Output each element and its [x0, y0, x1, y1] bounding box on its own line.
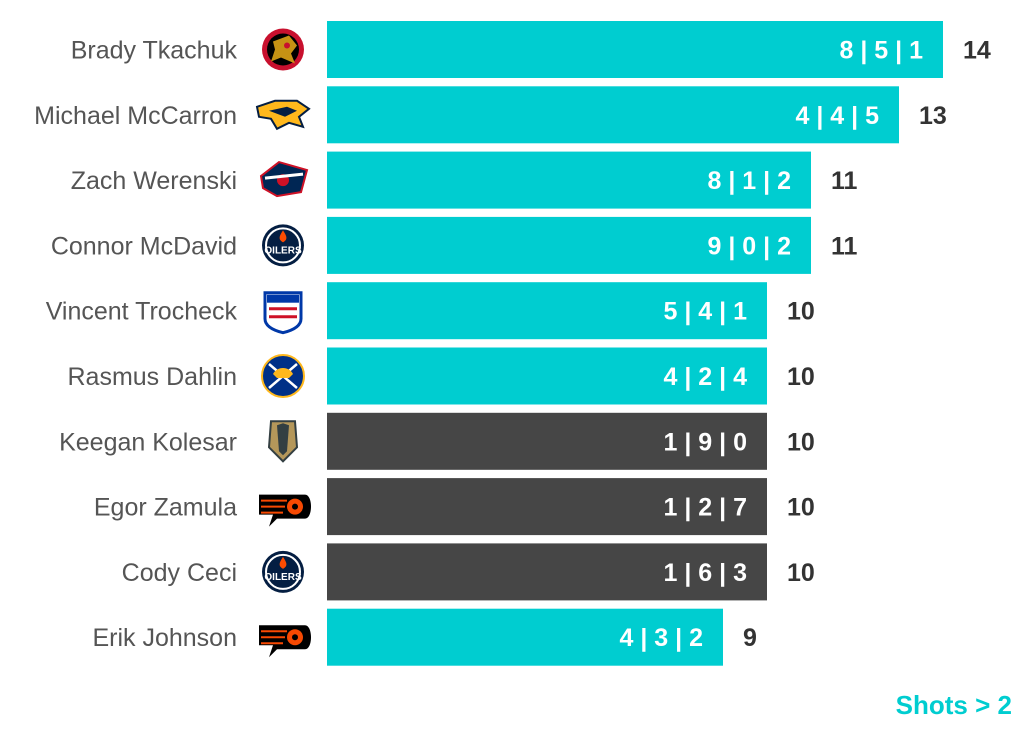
bar-value-label: 11 [831, 167, 858, 195]
bar-value-label: 11 [831, 232, 858, 260]
oilers-logo-icon [261, 549, 305, 594]
category-label: Egor Zamula [94, 494, 237, 522]
predators-logo-icon [256, 99, 310, 130]
bar-breakdown-label: 5 | 4 | 1 [664, 298, 748, 326]
category-label: Connor McDavid [51, 232, 237, 260]
bar-row: Egor Zamula 1 | 2 | 7 10 [94, 478, 815, 536]
blue-jackets-logo-icon [259, 160, 309, 198]
bar [327, 151, 811, 209]
bar-row: Zach Werenski 8 | 1 | 2 11 [71, 151, 858, 209]
sabres-logo-icon [260, 353, 306, 399]
bar [327, 412, 767, 470]
bar-row: Rasmus Dahlin 4 | 2 | 4 10 [67, 347, 815, 405]
bar-breakdown-label: 8 | 1 | 2 [708, 167, 791, 195]
bar-row: Brady Tkachuk 8 | 5 | 1 14 [71, 21, 991, 78]
bar-value-label: 10 [787, 363, 815, 391]
bar-value-label: 10 [787, 298, 815, 326]
bar-value-label: 10 [787, 428, 815, 456]
bar [327, 282, 767, 340]
bar-breakdown-label: 1 | 9 | 0 [664, 428, 747, 456]
bar [327, 543, 767, 601]
category-label: Brady Tkachuk [71, 37, 238, 65]
rangers-logo-icon [263, 291, 303, 335]
bar-breakdown-label: 9 | 0 | 2 [708, 232, 791, 260]
bar-breakdown-label: 8 | 5 | 1 [840, 37, 924, 65]
bar-value-label: 10 [787, 559, 815, 587]
bar [327, 86, 899, 144]
bar-row: Connor McDavid 9 | 0 | 2 11 [51, 216, 858, 274]
flyers-logo-icon [258, 624, 312, 659]
category-label: Keegan Kolesar [59, 428, 237, 456]
oilers-logo-icon [261, 223, 305, 268]
bar-breakdown-label: 1 | 6 | 3 [664, 559, 747, 587]
bar-row: Michael McCarron 4 | 4 | 5 13 [34, 86, 947, 144]
golden-knights-logo-icon [268, 420, 298, 463]
bar-row: Keegan Kolesar 1 | 9 | 0 10 [59, 412, 815, 470]
bar [327, 478, 767, 536]
bar [327, 21, 943, 78]
category-label: Cody Ceci [122, 559, 237, 587]
bar-row: Erik Johnson 4 | 3 | 2 9 [92, 608, 757, 666]
category-label: Zach Werenski [71, 167, 237, 195]
bar-row: Vincent Trocheck 5 | 4 | 1 10 [46, 282, 815, 340]
category-label: Vincent Trocheck [46, 298, 238, 326]
bar-row: Cody Ceci 1 | 6 | 3 10 [122, 543, 815, 601]
bar-breakdown-label: 4 | 2 | 4 [664, 363, 748, 391]
bar [327, 347, 767, 405]
flyers-logo-icon [258, 493, 312, 528]
bar-value-label: 10 [787, 494, 815, 522]
category-label: Rasmus Dahlin [67, 363, 237, 391]
bar-breakdown-label: 4 | 4 | 5 [796, 102, 880, 130]
bar [327, 608, 723, 666]
category-label: Erik Johnson [92, 624, 237, 652]
category-label: Michael McCarron [34, 102, 237, 130]
senators-logo-icon [262, 28, 304, 71]
bar-breakdown-label: 1 | 2 | 7 [664, 494, 747, 522]
footnote: Shots > 2 [895, 690, 1012, 720]
bar-value-label: 14 [963, 37, 991, 65]
bar-value-label: 13 [919, 102, 947, 130]
bar-value-label: 9 [743, 624, 757, 652]
bar [327, 216, 811, 274]
bar-breakdown-label: 4 | 3 | 2 [620, 624, 703, 652]
